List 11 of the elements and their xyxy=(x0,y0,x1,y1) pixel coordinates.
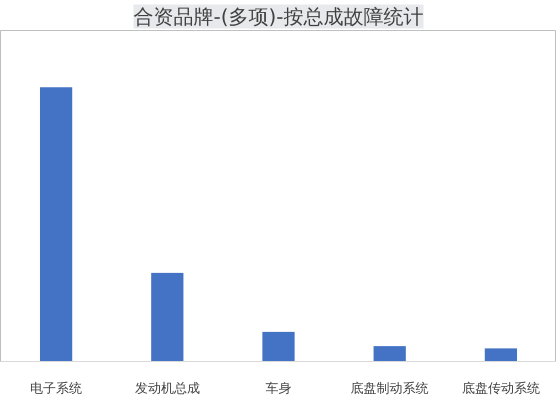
bar xyxy=(40,87,72,362)
bar xyxy=(374,346,406,362)
x-tick-label: 底盘制动系统 xyxy=(350,382,429,396)
x-tick-label: 发动机总成 xyxy=(134,382,200,396)
chart-title: 合资品牌-(多项)-按总成故障统计 xyxy=(133,4,424,28)
bar xyxy=(262,332,295,362)
x-tick-label: 底盘传动系统 xyxy=(462,382,540,396)
x-tick-label: 电子系统 xyxy=(30,382,82,396)
bar xyxy=(151,272,184,362)
x-tick-label: 车身 xyxy=(266,382,292,396)
bar xyxy=(484,348,518,362)
